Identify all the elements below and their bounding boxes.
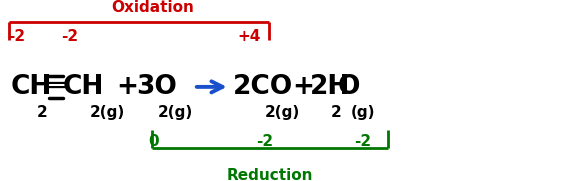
Text: -2: -2 [354,134,371,149]
Text: 2H: 2H [310,74,350,100]
Text: 0: 0 [149,134,159,149]
Text: ═: ═ [48,74,64,100]
Text: -2: -2 [9,29,26,44]
Text: -2: -2 [256,134,273,149]
Text: 2CO: 2CO [232,74,293,100]
Text: (g): (g) [351,105,375,120]
Text: +: + [116,74,138,100]
Text: Oxidation: Oxidation [112,0,194,15]
Text: O: O [338,74,361,100]
Text: 2(g): 2(g) [90,105,125,120]
Text: -2: -2 [61,29,78,44]
Text: 3O: 3O [136,74,177,100]
Text: 2(g): 2(g) [265,105,300,120]
Text: 2(g): 2(g) [158,105,193,120]
Text: +4: +4 [237,29,260,44]
Text: CH: CH [62,74,104,100]
Text: 2: 2 [331,105,342,120]
Text: 2: 2 [37,105,48,120]
Text: CH: CH [10,74,52,100]
Text: Reduction: Reduction [227,168,313,181]
Text: +: + [292,74,314,100]
